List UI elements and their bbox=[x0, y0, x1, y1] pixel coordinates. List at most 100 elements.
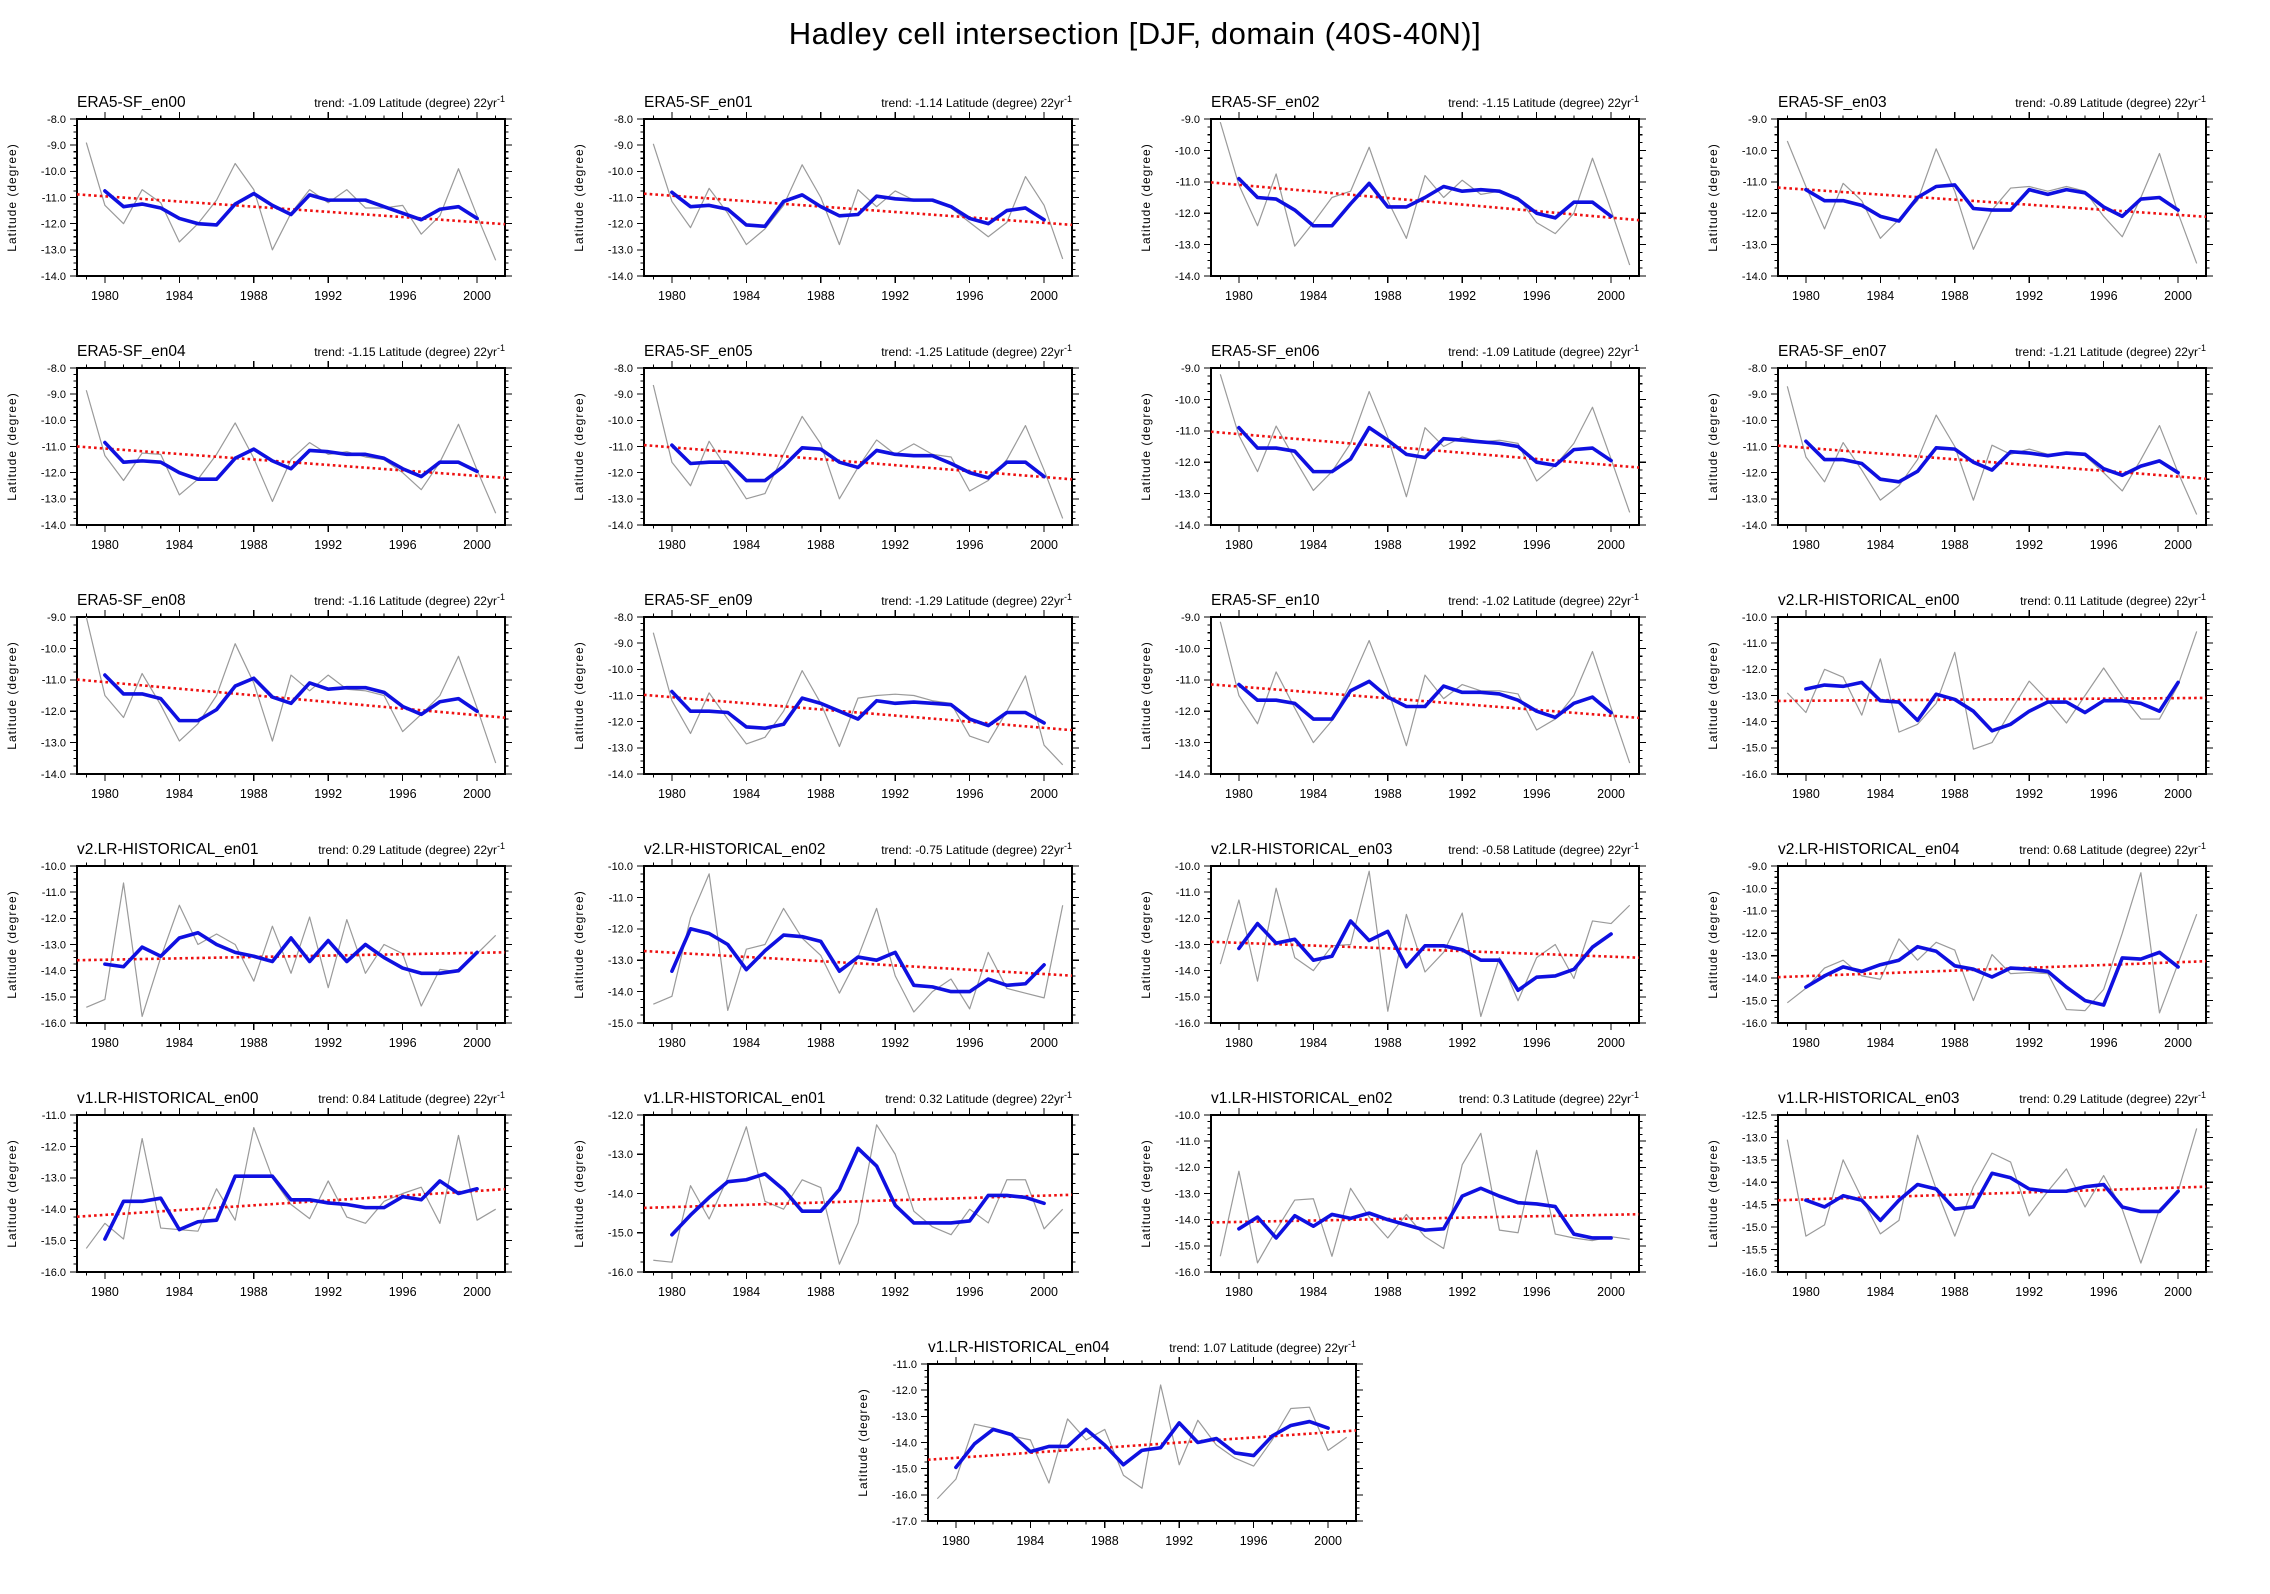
svg-text:1992: 1992 bbox=[2015, 787, 2043, 801]
panel-plot-v2.LR-HISTORICAL_en04: -9.0 -10.0 -11.0 -12.0 -13.0 -14.0 -15.0 -16.0 1… bbox=[1706, 841, 2213, 1050]
y-axis-label: Latitude (degree) bbox=[5, 890, 19, 998]
svg-text:-12.0: -12.0 bbox=[1175, 913, 1200, 925]
y-axis-tick-labels: -11.0 -12.0 -13.0 -14.0 -15.0 -16.0 -17.0 bbox=[891, 1359, 916, 1528]
trend-line bbox=[76, 678, 506, 719]
axis-ticks bbox=[1771, 1108, 2213, 1279]
svg-text:1988: 1988 bbox=[1090, 1534, 1118, 1548]
svg-text:2000: 2000 bbox=[2164, 1285, 2192, 1299]
svg-text:2000: 2000 bbox=[1597, 1285, 1625, 1299]
x-axis-tick-labels: 1980 1984 1988 1992 1996 2000 bbox=[658, 787, 1058, 801]
svg-text:1980: 1980 bbox=[1792, 1285, 1820, 1299]
svg-text:-14.0: -14.0 bbox=[1175, 1215, 1200, 1227]
plot-frame bbox=[926, 1363, 1357, 1522]
smoothed-series-line bbox=[670, 927, 1046, 994]
svg-text:2000: 2000 bbox=[1597, 289, 1625, 303]
svg-text:-13.0: -13.0 bbox=[1175, 1188, 1200, 1200]
plot-frame bbox=[1777, 616, 2207, 775]
svg-text:-12.0: -12.0 bbox=[1175, 208, 1200, 220]
svg-text:1988: 1988 bbox=[1374, 538, 1402, 552]
svg-text:1996: 1996 bbox=[1523, 289, 1551, 303]
svg-text:-16.0: -16.0 bbox=[608, 1267, 633, 1279]
smoothed-series-line bbox=[103, 440, 479, 482]
trend-label: trend: -0.75 Latitude (degree) 22yr-1 bbox=[881, 841, 1072, 857]
plot-frame bbox=[76, 367, 506, 526]
svg-text:-9.0: -9.0 bbox=[1748, 114, 1767, 126]
svg-text:-15.0: -15.0 bbox=[1175, 1241, 1200, 1253]
trend-line bbox=[76, 951, 506, 962]
trend-label: trend: -1.21 Latitude (degree) 22yr-1 bbox=[2015, 343, 2206, 359]
svg-text:1984: 1984 bbox=[1016, 1534, 1044, 1548]
svg-text:1988: 1988 bbox=[240, 289, 268, 303]
y-axis-tick-labels: -9.0 -10.0 -11.0 -12.0 -13.0 -14.0 bbox=[1742, 114, 1767, 283]
svg-text:1992: 1992 bbox=[2015, 538, 2043, 552]
raw-series-line bbox=[85, 616, 497, 764]
svg-text:1988: 1988 bbox=[240, 787, 268, 801]
svg-text:-13.0: -13.0 bbox=[608, 245, 633, 257]
svg-text:-12.0: -12.0 bbox=[608, 924, 633, 936]
svg-text:-15.0: -15.0 bbox=[1175, 992, 1200, 1004]
panel-ERA5-SF_en09: -8.0 -9.0 -10.0 -11.0 -12.0 -13.0 -14.0 1980 198… bbox=[568, 570, 1135, 819]
svg-text:-14.0: -14.0 bbox=[608, 986, 633, 998]
x-axis-tick-labels: 1980 1984 1988 1992 1996 2000 bbox=[1225, 538, 1625, 552]
svg-text:-12.0: -12.0 bbox=[41, 913, 66, 925]
panel-v1.LR-HISTORICAL_en03: -12.5 -13.0 -13.5 -14.0 -14.5 -15.0 -15.5 -16.0… bbox=[1702, 1068, 2269, 1317]
panel-plot-v1.LR-HISTORICAL_en01: -12.0 -13.0 -14.0 -15.0 -16.0 1980 1984 1988 199… bbox=[572, 1090, 1079, 1299]
plot-frame bbox=[1210, 1114, 1640, 1273]
plot-frame bbox=[643, 1114, 1073, 1273]
raw-series-line bbox=[1219, 621, 1631, 764]
svg-text:-13.0: -13.0 bbox=[1175, 488, 1200, 500]
raw-series-line bbox=[652, 632, 1064, 766]
raw-series-line bbox=[652, 143, 1064, 260]
smoothed-series-line bbox=[670, 689, 1046, 731]
axis-ticks bbox=[1204, 112, 1646, 283]
svg-text:-8.0: -8.0 bbox=[47, 114, 66, 126]
y-axis-tick-labels: -11.0 -12.0 -13.0 -14.0 -15.0 -16.0 bbox=[41, 1110, 66, 1279]
svg-text:1992: 1992 bbox=[2015, 1285, 2043, 1299]
axis-ticks bbox=[1771, 361, 2213, 532]
trend-label: trend: 0.3 Latitude (degree) 22yr-1 bbox=[1459, 1090, 1639, 1106]
svg-text:-11.0: -11.0 bbox=[609, 441, 633, 453]
svg-text:-10.0: -10.0 bbox=[41, 415, 66, 427]
svg-text:-11.0: -11.0 bbox=[1176, 1136, 1200, 1148]
panel-title: v2.LR-HISTORICAL_en02 bbox=[644, 841, 826, 858]
svg-text:2000: 2000 bbox=[1030, 289, 1058, 303]
smoothed-series-line bbox=[1804, 183, 2180, 223]
smoothed-series-line bbox=[1804, 944, 2180, 1007]
svg-text:-16.0: -16.0 bbox=[1175, 1267, 1200, 1279]
svg-text:-10.0: -10.0 bbox=[608, 664, 633, 676]
raw-series-line bbox=[1219, 1132, 1630, 1264]
x-axis-tick-labels: 1980 1984 1988 1992 1996 2000 bbox=[91, 289, 491, 303]
axis-ticks bbox=[1204, 859, 1646, 1030]
svg-text:1984: 1984 bbox=[1299, 1036, 1327, 1050]
axis-ticks bbox=[70, 1108, 512, 1279]
svg-text:1980: 1980 bbox=[1792, 538, 1820, 552]
figure-title: Hadley cell intersection [DJF, domain (4… bbox=[788, 16, 1482, 51]
trend-label: trend: -1.15 Latitude (degree) 22yr-1 bbox=[1448, 94, 1639, 110]
svg-text:-11.0: -11.0 bbox=[1743, 906, 1767, 918]
svg-text:-11.0: -11.0 bbox=[1176, 675, 1200, 687]
y-axis-tick-labels: -12.5 -13.0 -13.5 -14.0 -14.5 -15.0 -15.5 -16.0 bbox=[1742, 1110, 1767, 1279]
x-axis-tick-labels: 1980 1984 1988 1992 1996 2000 bbox=[1792, 289, 2192, 303]
panel-ERA5-SF_en00: -8.0 -9.0 -10.0 -11.0 -12.0 -13.0 -14.0 1980 198… bbox=[1, 72, 568, 321]
panel-ERA5-SF_en04: -8.0 -9.0 -10.0 -11.0 -12.0 -13.0 -14.0 1980 198… bbox=[1, 321, 568, 570]
panel-title: v1.LR-HISTORICAL_en01 bbox=[644, 1090, 826, 1107]
y-axis-tick-labels: -9.0 -10.0 -11.0 -12.0 -13.0 -14.0 bbox=[41, 612, 66, 781]
svg-text:-12.0: -12.0 bbox=[1742, 664, 1767, 676]
svg-text:1992: 1992 bbox=[1448, 289, 1476, 303]
svg-text:-10.0: -10.0 bbox=[1175, 1110, 1200, 1122]
panel-ERA5-SF_en07: -8.0 -9.0 -10.0 -11.0 -12.0 -13.0 -14.0 1980 198… bbox=[1702, 321, 2269, 570]
svg-text:-14.0: -14.0 bbox=[608, 769, 633, 781]
svg-text:1996: 1996 bbox=[956, 787, 984, 801]
svg-text:-14.0: -14.0 bbox=[41, 966, 66, 978]
svg-text:2000: 2000 bbox=[2164, 787, 2192, 801]
panel-v1.LR-HISTORICAL_en02: -10.0 -11.0 -12.0 -13.0 -14.0 -15.0 -16.0 1980 1… bbox=[1135, 1068, 1702, 1317]
panel-ERA5-SF_en05: -8.0 -9.0 -10.0 -11.0 -12.0 -13.0 -14.0 1980 198… bbox=[568, 321, 1135, 570]
svg-text:1980: 1980 bbox=[658, 1285, 686, 1299]
svg-text:1996: 1996 bbox=[2090, 538, 2118, 552]
panel-title: v1.LR-HISTORICAL_en02 bbox=[1211, 1090, 1393, 1107]
raw-series-line bbox=[1219, 374, 1631, 513]
svg-text:-11.0: -11.0 bbox=[1176, 887, 1200, 899]
panel-v2.LR-HISTORICAL_en00: -10.0 -11.0 -12.0 -13.0 -14.0 -15.0 -16.0 1980 1… bbox=[1702, 570, 2269, 819]
